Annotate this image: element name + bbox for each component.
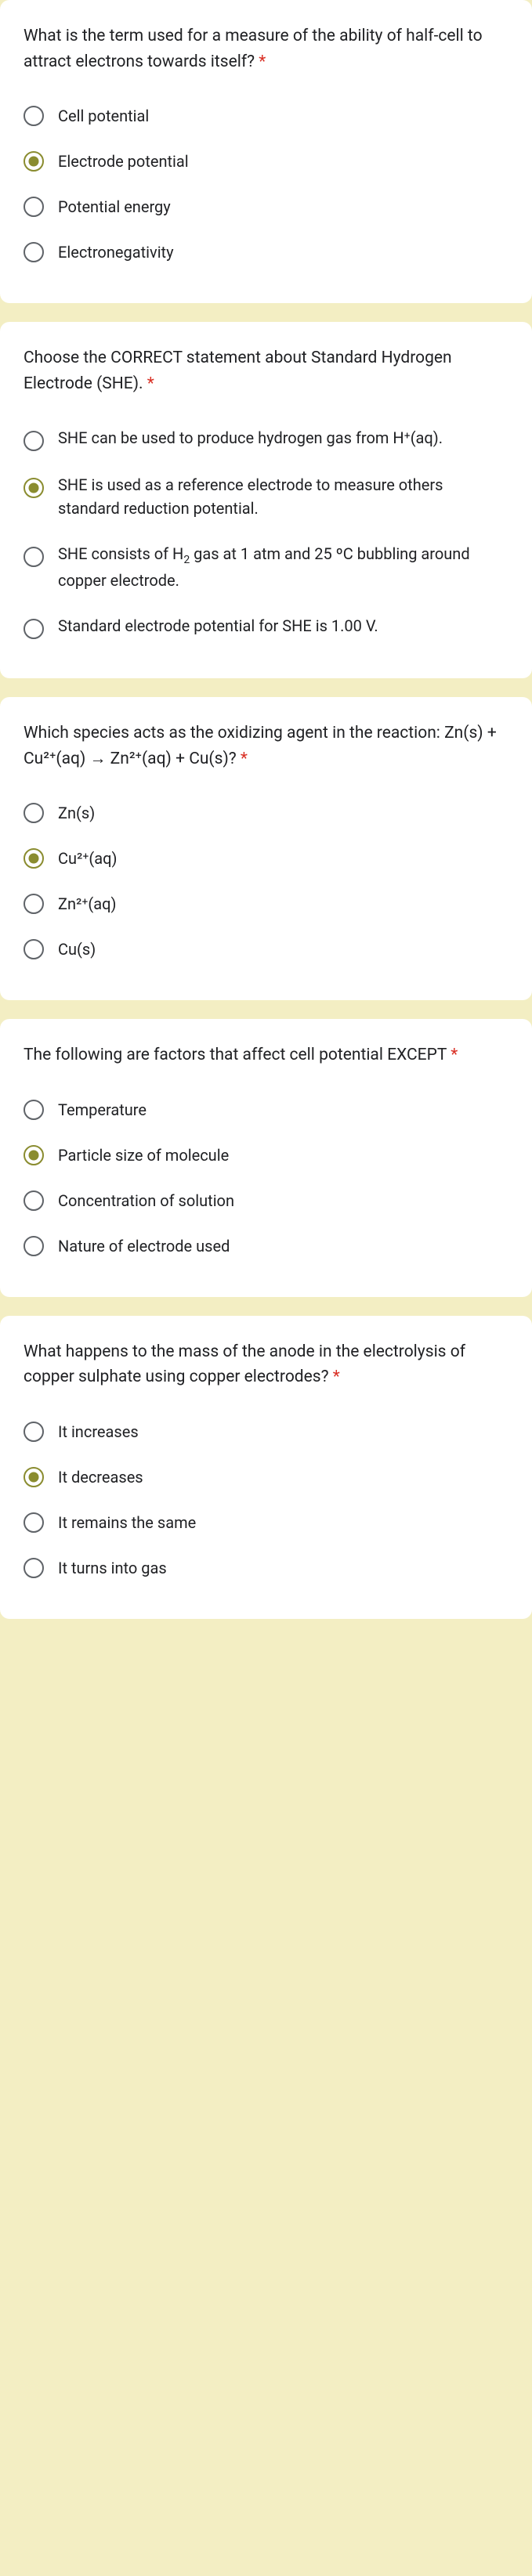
options-group: Zn(s) Cu²⁺(aq) Zn²⁺(aq) Cu(s) [24,790,508,972]
option-row[interactable]: Cu²⁺(aq) [24,836,508,881]
radio-unselected-icon[interactable] [24,242,44,262]
radio-unselected-icon[interactable] [24,894,44,914]
question-text: The following are factors that affect ce… [24,1042,508,1068]
option-label: It increases [58,1420,139,1443]
option-label: It decreases [58,1465,143,1489]
radio-selected-icon[interactable] [24,1145,44,1165]
option-label: It turns into gas [58,1556,167,1580]
option-label: Cu(s) [58,938,96,961]
options-group: SHE can be used to produce hydrogen gas … [24,415,508,650]
option-label: Cell potential [58,104,149,128]
option-row[interactable]: Standard electrode potential for SHE is … [24,603,508,650]
option-label: Nature of electrode used [58,1234,230,1258]
option-label: Zn(s) [58,801,95,825]
radio-selected-icon[interactable] [24,478,44,498]
option-row[interactable]: It decreases [24,1454,508,1500]
radio-selected-icon[interactable] [24,848,44,869]
option-row[interactable]: It remains the same [24,1500,508,1545]
option-label: Concentration of solution [58,1189,234,1212]
option-row[interactable]: It turns into gas [24,1545,508,1591]
option-row[interactable]: Zn²⁺(aq) [24,881,508,927]
option-row[interactable]: Zn(s) [24,790,508,836]
required-asterisk: * [147,374,154,393]
question-card: The following are factors that affect ce… [0,1019,532,1297]
question-text: Which species acts as the oxidizing agen… [24,721,508,771]
option-row[interactable]: Electronegativity [24,229,508,275]
required-asterisk: * [241,750,248,768]
question-card: Which species acts as the oxidizing agen… [0,697,532,1000]
radio-unselected-icon[interactable] [24,547,44,567]
option-label: SHE is used as a reference electrode to … [58,473,508,520]
option-label: SHE consists of H2 gas at 1 atm and 25 º… [58,542,508,592]
option-label: Electrode potential [58,150,189,173]
option-label: SHE can be used to produce hydrogen gas … [58,426,443,450]
radio-unselected-icon[interactable] [24,803,44,823]
option-row[interactable]: Cell potential [24,93,508,139]
option-row[interactable]: Particle size of molecule [24,1133,508,1178]
options-group: Cell potential Electrode potential Potenti… [24,93,508,275]
option-row[interactable]: Temperature [24,1087,508,1133]
options-group: Temperature Particle size of molecule Conc… [24,1087,508,1269]
radio-unselected-icon[interactable] [24,1512,44,1533]
radio-unselected-icon[interactable] [24,939,44,959]
radio-unselected-icon[interactable] [24,431,44,451]
required-asterisk: * [451,1046,458,1064]
radio-unselected-icon[interactable] [24,1190,44,1211]
question-card: What is the term used for a measure of t… [0,0,532,303]
option-row[interactable]: Cu(s) [24,927,508,972]
radio-selected-icon[interactable] [24,1467,44,1487]
option-label: Cu²⁺(aq) [58,847,117,870]
option-label: Potential energy [58,195,171,219]
option-row[interactable]: Potential energy [24,184,508,229]
radio-unselected-icon[interactable] [24,1558,44,1578]
radio-unselected-icon[interactable] [24,1100,44,1120]
required-asterisk: * [333,1367,340,1386]
required-asterisk: * [259,52,266,71]
option-label: Particle size of molecule [58,1143,229,1167]
question-text: Choose the CORRECT statement about Stand… [24,345,508,396]
option-label: Temperature [58,1098,147,1122]
form-root: What is the term used for a measure of t… [0,0,532,1619]
option-row[interactable]: It increases [24,1409,508,1454]
radio-unselected-icon[interactable] [24,1236,44,1256]
question-text: What happens to the mass of the anode in… [24,1339,508,1390]
option-row[interactable]: Electrode potential [24,139,508,184]
option-row[interactable]: Nature of electrode used [24,1223,508,1269]
option-label: Electronegativity [58,240,174,264]
radio-selected-icon[interactable] [24,151,44,172]
option-label: Zn²⁺(aq) [58,892,116,916]
option-label: Standard electrode potential for SHE is … [58,614,378,638]
option-row[interactable]: Concentration of solution [24,1178,508,1223]
question-text: What is the term used for a measure of t… [24,23,508,74]
option-row[interactable]: SHE can be used to produce hydrogen gas … [24,415,508,462]
option-row[interactable]: SHE is used as a reference electrode to … [24,462,508,531]
radio-unselected-icon[interactable] [24,619,44,639]
radio-unselected-icon[interactable] [24,106,44,126]
option-row[interactable]: SHE consists of H2 gas at 1 atm and 25 º… [24,531,508,603]
options-group: It increases It decreases It remains the s… [24,1409,508,1591]
radio-unselected-icon[interactable] [24,197,44,217]
radio-unselected-icon[interactable] [24,1422,44,1442]
option-label: It remains the same [58,1511,196,1534]
question-card: What happens to the mass of the anode in… [0,1316,532,1619]
question-card: Choose the CORRECT statement about Stand… [0,322,532,678]
